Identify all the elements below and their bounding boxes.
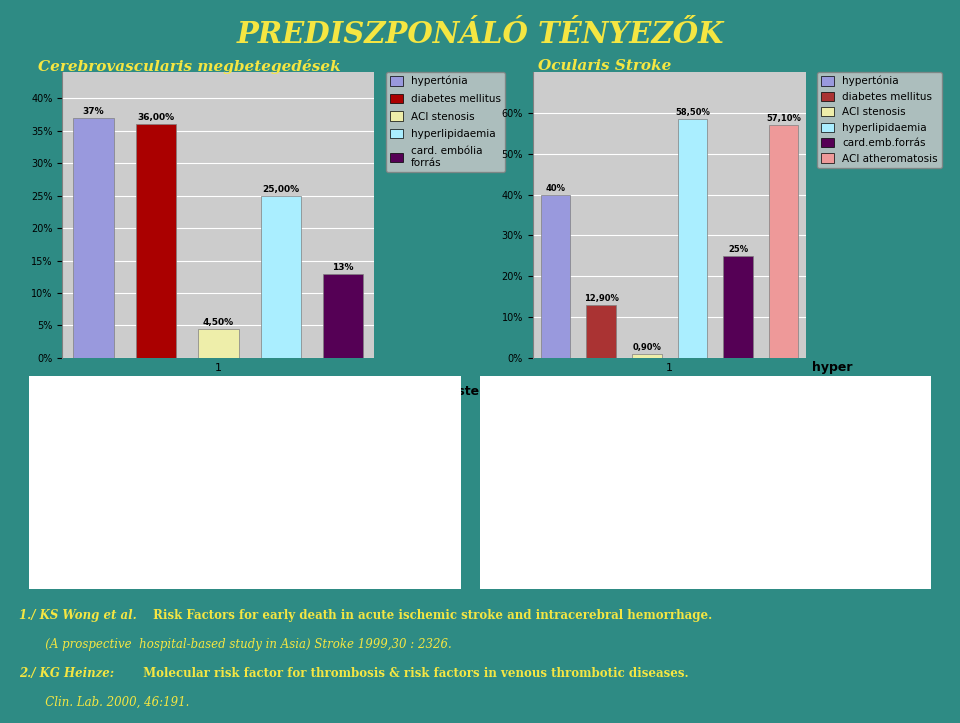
Polygon shape <box>631 459 674 493</box>
Polygon shape <box>245 459 324 521</box>
Polygon shape <box>165 474 245 524</box>
Text: Clin. Lab. 2000, 46:191.: Clin. Lab. 2000, 46:191. <box>19 696 189 709</box>
Bar <box>260 196 301 358</box>
Bar <box>769 125 799 358</box>
Text: 1./ KS Wong et al.: 1./ KS Wong et al. <box>19 609 137 623</box>
Text: Cerebrovascularis megbetegedések: Cerebrovascularis megbetegedések <box>38 59 341 74</box>
Legend: hypertónia, diabetes mellitus, ACI stenosis, hyperlipidaemia, card.emb.forrás, A: hypertónia, diabetes mellitus, ACI steno… <box>817 72 942 168</box>
Bar <box>323 273 364 358</box>
Polygon shape <box>211 521 292 537</box>
Text: APS
36%: APS 36% <box>616 378 646 406</box>
Text: (A prospective  hospital-based study in Asia) Stroke 1999,30 : 2326.: (A prospective hospital-based study in A… <box>19 638 452 651</box>
Polygon shape <box>698 515 735 535</box>
Text: Ocularis Stroke: Ocularis Stroke <box>538 59 671 73</box>
Polygon shape <box>593 464 698 537</box>
Text: 40%: 40% <box>545 184 565 192</box>
Bar <box>73 118 114 358</box>
Text: Hyperhomocysteinaemia
28%: Hyperhomocysteinaemia 28% <box>362 385 536 414</box>
Text: 36,00%: 36,00% <box>137 114 175 122</box>
Text: 12,90%: 12,90% <box>584 294 618 303</box>
Bar <box>587 305 616 358</box>
Text: Risk Factors for early death in acute ischemic stroke and intracerebral hemorrha: Risk Factors for early death in acute is… <box>149 609 712 623</box>
Polygon shape <box>211 493 292 527</box>
Bar <box>135 124 177 358</box>
Text: 37%: 37% <box>83 107 105 116</box>
Text: hyper
homo
cystein.
46%: hyper homo cystein. 46% <box>812 361 867 419</box>
Text: 0,90%: 0,90% <box>633 343 661 352</box>
Bar <box>723 256 753 358</box>
Text: Molecular risk factor for thrombosis & risk factors in venous thrombotic disease: Molecular risk factor for thrombosis & r… <box>139 667 689 680</box>
Text: V.f.
Leiden
mutáció
9%: V.f. Leiden mutáció 9% <box>785 502 842 560</box>
Bar <box>198 329 239 358</box>
Text: Leiden
mutáció
15%: Leiden mutáció 15% <box>351 509 408 552</box>
Polygon shape <box>674 459 754 515</box>
Text: 13%: 13% <box>332 262 354 272</box>
Polygon shape <box>631 459 674 474</box>
Text: 57,10%: 57,10% <box>766 114 801 123</box>
Text: 2./ KG Heinze:: 2./ KG Heinze: <box>19 667 114 680</box>
Bar <box>678 119 708 358</box>
Bar <box>632 354 661 358</box>
Polygon shape <box>180 459 245 483</box>
Text: protein
C-, S
hiány
9%: protein C-, S hiány 9% <box>515 502 565 560</box>
Text: 25,00%: 25,00% <box>262 184 300 194</box>
Legend: hypertónia, diabetes mellitus, ACI stenosis, hyperlipidaemia, card. embólia
forr: hypertónia, diabetes mellitus, ACI steno… <box>386 72 505 172</box>
Text: 58,50%: 58,50% <box>675 108 709 117</box>
Polygon shape <box>180 459 245 493</box>
Bar <box>540 194 570 358</box>
Text: APS
40%: APS 40% <box>156 378 185 406</box>
Text: PREDISZPONÁLÓ TÉNYEZŐK: PREDISZPONÁLÓ TÉNYEZŐK <box>236 20 724 49</box>
Text: 4,50%: 4,50% <box>203 317 234 327</box>
Polygon shape <box>593 464 698 527</box>
Text: 25%: 25% <box>728 245 748 254</box>
Text: protein
C-, S
hiány
0,17 %: protein C-, S hiány 0,17 % <box>54 502 105 560</box>
Polygon shape <box>674 493 735 526</box>
Polygon shape <box>165 474 211 534</box>
